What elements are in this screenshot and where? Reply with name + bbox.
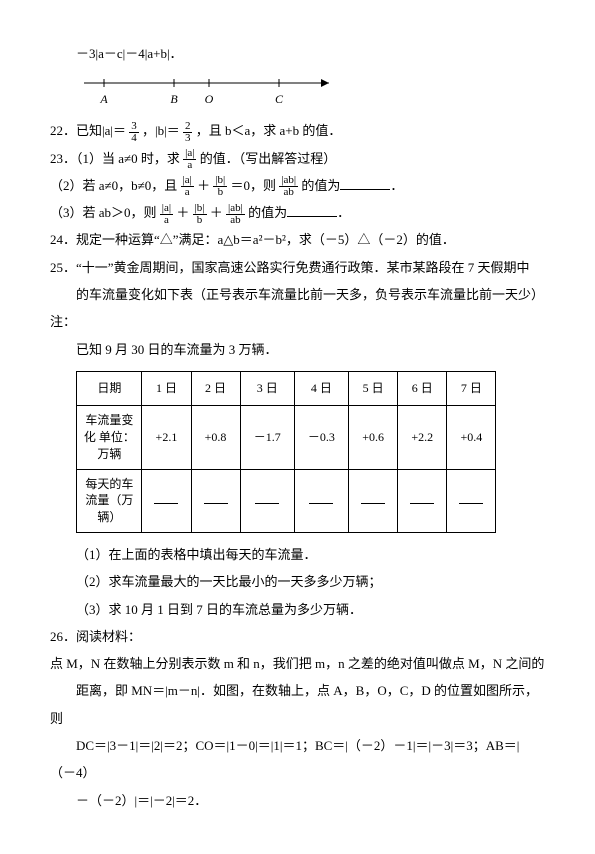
q23-3-p2: ＋ (210, 205, 223, 220)
q25-b: 的车流量变化如下表（正号表示车流量比前一天多，负号表示车流量比前一天少）注： (50, 281, 545, 336)
q23-3-a: （3）若 ab＞0，则 (50, 205, 157, 220)
q24: 24．规定一种运算“△”满足：a△b＝a²－b²，求（－5）△（－2）的值． (50, 226, 545, 253)
q25-2: （2）求车流量最大的一天比最小的一天多多少万辆； (50, 568, 545, 595)
q23-3-b: 的值为 (248, 205, 287, 220)
q23-1-a: 23．（1）当 a≠0 时，求 (50, 151, 180, 166)
q23-3-f1: |a|a (160, 203, 173, 226)
cell-blank1[interactable] (142, 469, 191, 532)
q25-c: 已知 9 月 30 日的车流量为 3 万辆． (50, 336, 545, 363)
cell-v2: +0.8 (191, 406, 240, 469)
cell-blank6[interactable] (398, 469, 447, 532)
q23-1-frac: |a|a (183, 148, 196, 171)
cell-v4: －0.3 (294, 406, 348, 469)
q23-2-a: （2）若 a≠0，b≠0，且 (50, 178, 177, 193)
q23-2-frac1: |a|a (181, 175, 194, 198)
q23-3-f3: |ab|ab (226, 203, 245, 226)
cell-blank4[interactable] (294, 469, 348, 532)
th-day4: 4 日 (294, 371, 348, 405)
cell-v6: +2.2 (398, 406, 447, 469)
th-day6: 6 日 (398, 371, 447, 405)
th-day7: 7 日 (447, 371, 496, 405)
th-day1: 1 日 (142, 371, 191, 405)
svg-text:O: O (204, 92, 213, 106)
q26-c: DC＝|3－1|＝|2|＝2；CO＝|1－0|＝|1|＝1；BC＝|（－2）－1… (50, 732, 545, 787)
q23-2-frac2: |b|b (213, 175, 227, 198)
q22-frac2: 23 (183, 121, 193, 144)
traffic-table: 日期 1 日 2 日 3 日 4 日 5 日 6 日 7 日 车流量变化 单位：… (76, 371, 496, 533)
q26-a: 点 M，N 在数轴上分别表示数 m 和 n，我们把 m，n 之差的绝对值叫做点 … (50, 650, 545, 677)
cell-blank7[interactable] (447, 469, 496, 532)
q25-1: （1）在上面的表格中填出每天的车流量． (50, 541, 545, 568)
q23-2-blank[interactable] (340, 176, 390, 190)
q22-text-a: 22．已知|a|＝ (50, 123, 126, 138)
svg-text:B: B (170, 92, 178, 106)
q25-3: （3）求 10 月 1 日到 7 日的车流总量为多少万辆． (50, 596, 545, 623)
cell-blank3[interactable] (240, 469, 294, 532)
q23-1-b: 的值．（写出解答过程） (200, 151, 337, 166)
q22-text-c: ，且 b＜a，求 a+b 的值． (196, 123, 342, 138)
table-row: 日期 1 日 2 日 3 日 4 日 5 日 6 日 7 日 (77, 371, 496, 405)
q23-2: （2）若 a≠0，b≠0，且 |a|a ＋ |b|b ＝0，则 |ab|ab 的… (50, 172, 545, 199)
th-day3: 3 日 (240, 371, 294, 405)
q23-1: 23．（1）当 a≠0 时，求 |a|a 的值．（写出解答过程） (50, 145, 545, 172)
cell-v3: －1.7 (240, 406, 294, 469)
th-change: 车流量变化 单位：万辆 (77, 406, 142, 469)
number-line-svg: A B O C (79, 73, 339, 107)
q23-3-blank[interactable] (287, 203, 337, 217)
q23-3: （3）若 ab＞0，则 |a|a ＋ |b|b ＋ |ab|ab 的值为 ． (50, 199, 545, 226)
q26-d: －（－2）|＝|－2|＝2． (50, 787, 545, 814)
q23-2-frac3: |ab|ab (279, 175, 298, 198)
svg-text:C: C (275, 92, 284, 106)
table-row: 每天的车流量（万辆） (77, 469, 496, 532)
number-line-figure: A B O C (79, 73, 359, 107)
q23-2-c: 的值为 (301, 178, 340, 193)
cell-blank2[interactable] (191, 469, 240, 532)
q26-b: 距离，即 MN＝|m－n|．如图，在数轴上，点 A，B，O，C，D 的位置如图所… (50, 677, 545, 732)
q23-3-c: ． (337, 205, 350, 220)
th-day5: 5 日 (349, 371, 398, 405)
cell-v7: +0.4 (447, 406, 496, 469)
th-date: 日期 (77, 371, 142, 405)
th-daily: 每天的车流量（万辆） (77, 469, 142, 532)
q23-2-d: ． (390, 178, 403, 193)
cell-v5: +0.6 (349, 406, 398, 469)
cell-v1: +2.1 (142, 406, 191, 469)
q22-text-b: ，|b|＝ (142, 123, 180, 138)
q26: 26．阅读材料： (50, 623, 545, 650)
table-row: 车流量变化 单位：万辆 +2.1 +0.8 －1.7 －0.3 +0.6 +2.… (77, 406, 496, 469)
q22-frac1: 34 (129, 121, 139, 144)
q23-2-plus: ＋ (197, 178, 210, 193)
q23-3-f2: |b|b (193, 203, 207, 226)
th-day2: 2 日 (191, 371, 240, 405)
q25-a: 25．“十一”黄金周期间，国家高速公路实行免费通行政策．某市某路段在 7 天假期… (50, 254, 545, 281)
cell-blank5[interactable] (349, 469, 398, 532)
svg-text:A: A (99, 92, 108, 106)
q23-3-p1: ＋ (176, 205, 189, 220)
q22: 22．已知|a|＝ 34 ，|b|＝ 23 ，且 b＜a，求 a+b 的值． (50, 117, 545, 144)
q23-2-b: ＝0，则 (231, 178, 277, 193)
q21-tail: －3|a－c|－4|a+b|． (50, 40, 545, 67)
